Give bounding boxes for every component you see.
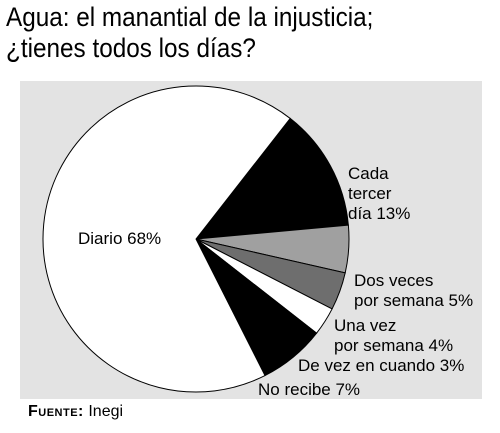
- label-dos-veces: Dos veces por semana 5%: [354, 271, 473, 311]
- label-cada-line-1: Cada: [348, 164, 389, 183]
- label-cada-line-3: día 13%: [348, 204, 411, 223]
- chart-title-line-1: Agua: el manantial de la injusticia;: [6, 2, 374, 32]
- pie-slice-diario: [42, 85, 291, 393]
- label-dos-line-2: por semana 5%: [354, 291, 474, 310]
- label-cada-line-2: tercer: [348, 184, 392, 203]
- label-de-vez-en-cuando: De vez en cuando 3%: [298, 356, 465, 375]
- label-diario: Diario 68%: [78, 229, 162, 248]
- pie-slice-cada-tercer-dia: [194, 117, 349, 240]
- source-value: Inegi: [88, 403, 124, 420]
- label-dos-line-1: Dos veces: [354, 271, 434, 290]
- label-una-line-2: por semana 4%: [334, 336, 454, 355]
- label-no-recibe: No recibe 7%: [258, 380, 361, 399]
- source-note: Fuente: Inegi: [28, 403, 123, 421]
- label-cada-tercer-dia: Cada tercer día 13%: [348, 164, 410, 224]
- chart-title: Agua: el manantial de la injusticia; ¿ti…: [6, 2, 373, 64]
- label-una-line-1: Una vez: [334, 316, 397, 335]
- label-una-vez: Una vez por semana 4%: [334, 316, 453, 356]
- source-label: Fuente:: [28, 403, 84, 420]
- chart-title-line-2: ¿tienes todos los días?: [6, 33, 256, 63]
